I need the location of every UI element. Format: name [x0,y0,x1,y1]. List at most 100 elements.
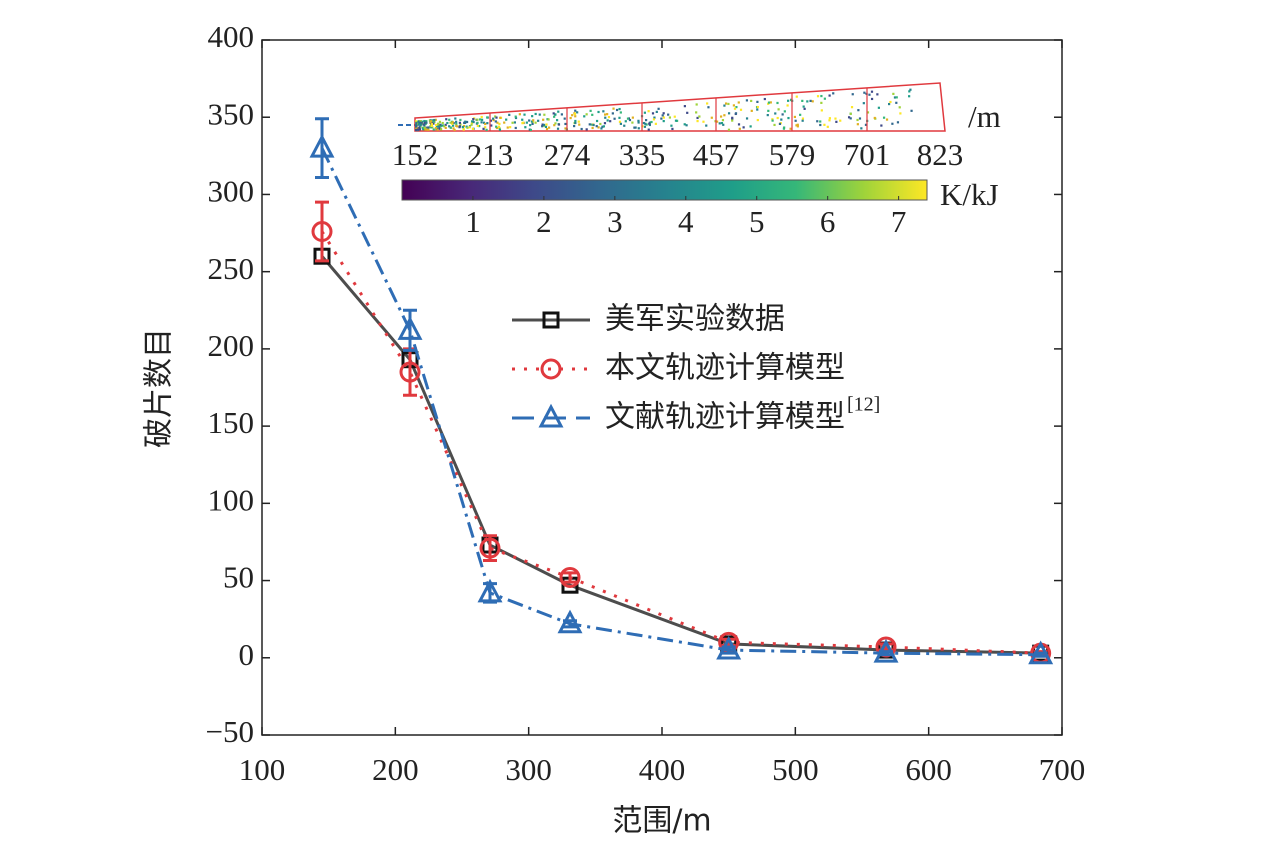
zone-label: 457 [693,137,740,172]
inset-dot [547,126,551,129]
inset-dot [425,126,428,129]
inset-dot [459,123,462,126]
inset-dot [564,127,567,130]
inset-dot [465,125,468,128]
inset-dot [706,102,709,105]
colorbar [401,179,928,201]
inset-dot [423,119,426,123]
inset-dot [441,121,444,125]
inset-dot [436,122,440,125]
inset-dot [612,107,615,110]
x-tick-label: 100 [239,752,286,787]
inset-dot [642,121,646,125]
inset-dot [820,94,823,98]
inset-dot [828,119,831,122]
inset-dot [564,122,567,126]
inset-dot [489,119,493,122]
inset-dot [430,120,433,123]
inset-dot [675,119,679,122]
x-tick-label: 200 [372,752,419,787]
inset-dot [637,119,640,122]
inset-dot [783,110,786,113]
inset-dot [633,126,636,129]
inset-dot [528,119,531,122]
y-tick-label: −50 [206,714,254,749]
inset-dot [574,115,577,118]
inset-dot [541,123,544,126]
inset-dot [449,121,452,124]
inset-dot [766,114,769,117]
inset-dot [531,115,534,118]
inset-dot [498,122,501,125]
inset-dot [448,118,451,121]
inset-dot [439,123,442,126]
inset-dot [651,112,655,115]
inset-dot [538,113,541,116]
inset-dot [727,112,731,115]
inset-dot [534,121,537,124]
zone-unit: /m [968,99,1001,134]
inset-dot [444,123,447,126]
zone-label: 701 [844,137,891,172]
inset-dot [574,121,577,125]
colorbar-tick-label: 5 [749,204,765,239]
inset-dot [591,126,594,130]
colorbar-label: K/kJ [940,177,999,212]
inset-dot [427,126,430,129]
inset-dot [793,115,797,119]
inset-dot [799,113,802,116]
inset-dot [590,123,593,126]
x-tick-label: 400 [639,752,686,787]
inset-dot [873,116,876,120]
inset-dot [683,105,686,108]
colorbar-tick-label: 2 [536,204,552,239]
legend-note: [12] [847,394,880,416]
inset-dot [696,119,699,123]
inset-dot [820,101,823,104]
inset-dot [423,128,426,131]
inset-dot [472,117,475,121]
zone-label: 274 [544,137,591,172]
inset-dot [495,125,498,128]
inset-dot [882,116,886,119]
inset-dot [435,123,438,127]
inset-dot [606,113,609,116]
inset-dot [439,124,442,128]
inset-dot [556,127,560,130]
inset-dot [786,104,789,107]
colorbar-tick-label: 7 [891,204,907,239]
inset-dot [806,100,809,103]
inset-dot [604,116,607,119]
zone-label: 579 [769,137,816,172]
inset-dot [892,92,895,95]
inset-dot [499,116,502,119]
inset-dot [420,121,423,125]
inset-dot [628,118,632,122]
inset-dot [433,118,436,122]
inset-dot [619,122,622,125]
inset-dot [777,108,780,111]
marker [399,361,421,383]
inset-dot [518,113,521,116]
inset-dot [459,118,462,122]
inset-dot [415,128,418,132]
inset-dot [734,112,738,115]
inset-dot [418,126,421,129]
inset-dot [571,114,574,117]
zone-label: 213 [467,137,514,172]
inset-dot [849,112,852,115]
inset-dot [498,128,502,131]
inset-dot [451,121,454,124]
inset-dot [870,90,874,93]
zone-label: 152 [392,137,439,172]
inset-dot [595,119,599,123]
inset-dot [452,127,455,130]
inset-dot [731,117,734,120]
inset-dot [465,120,469,124]
inset-dot [451,122,454,125]
inset-dot [864,123,868,126]
inset-dot [602,110,605,113]
inset-dot [655,110,658,113]
inset-dot [763,97,766,101]
inset-dot [896,121,900,124]
